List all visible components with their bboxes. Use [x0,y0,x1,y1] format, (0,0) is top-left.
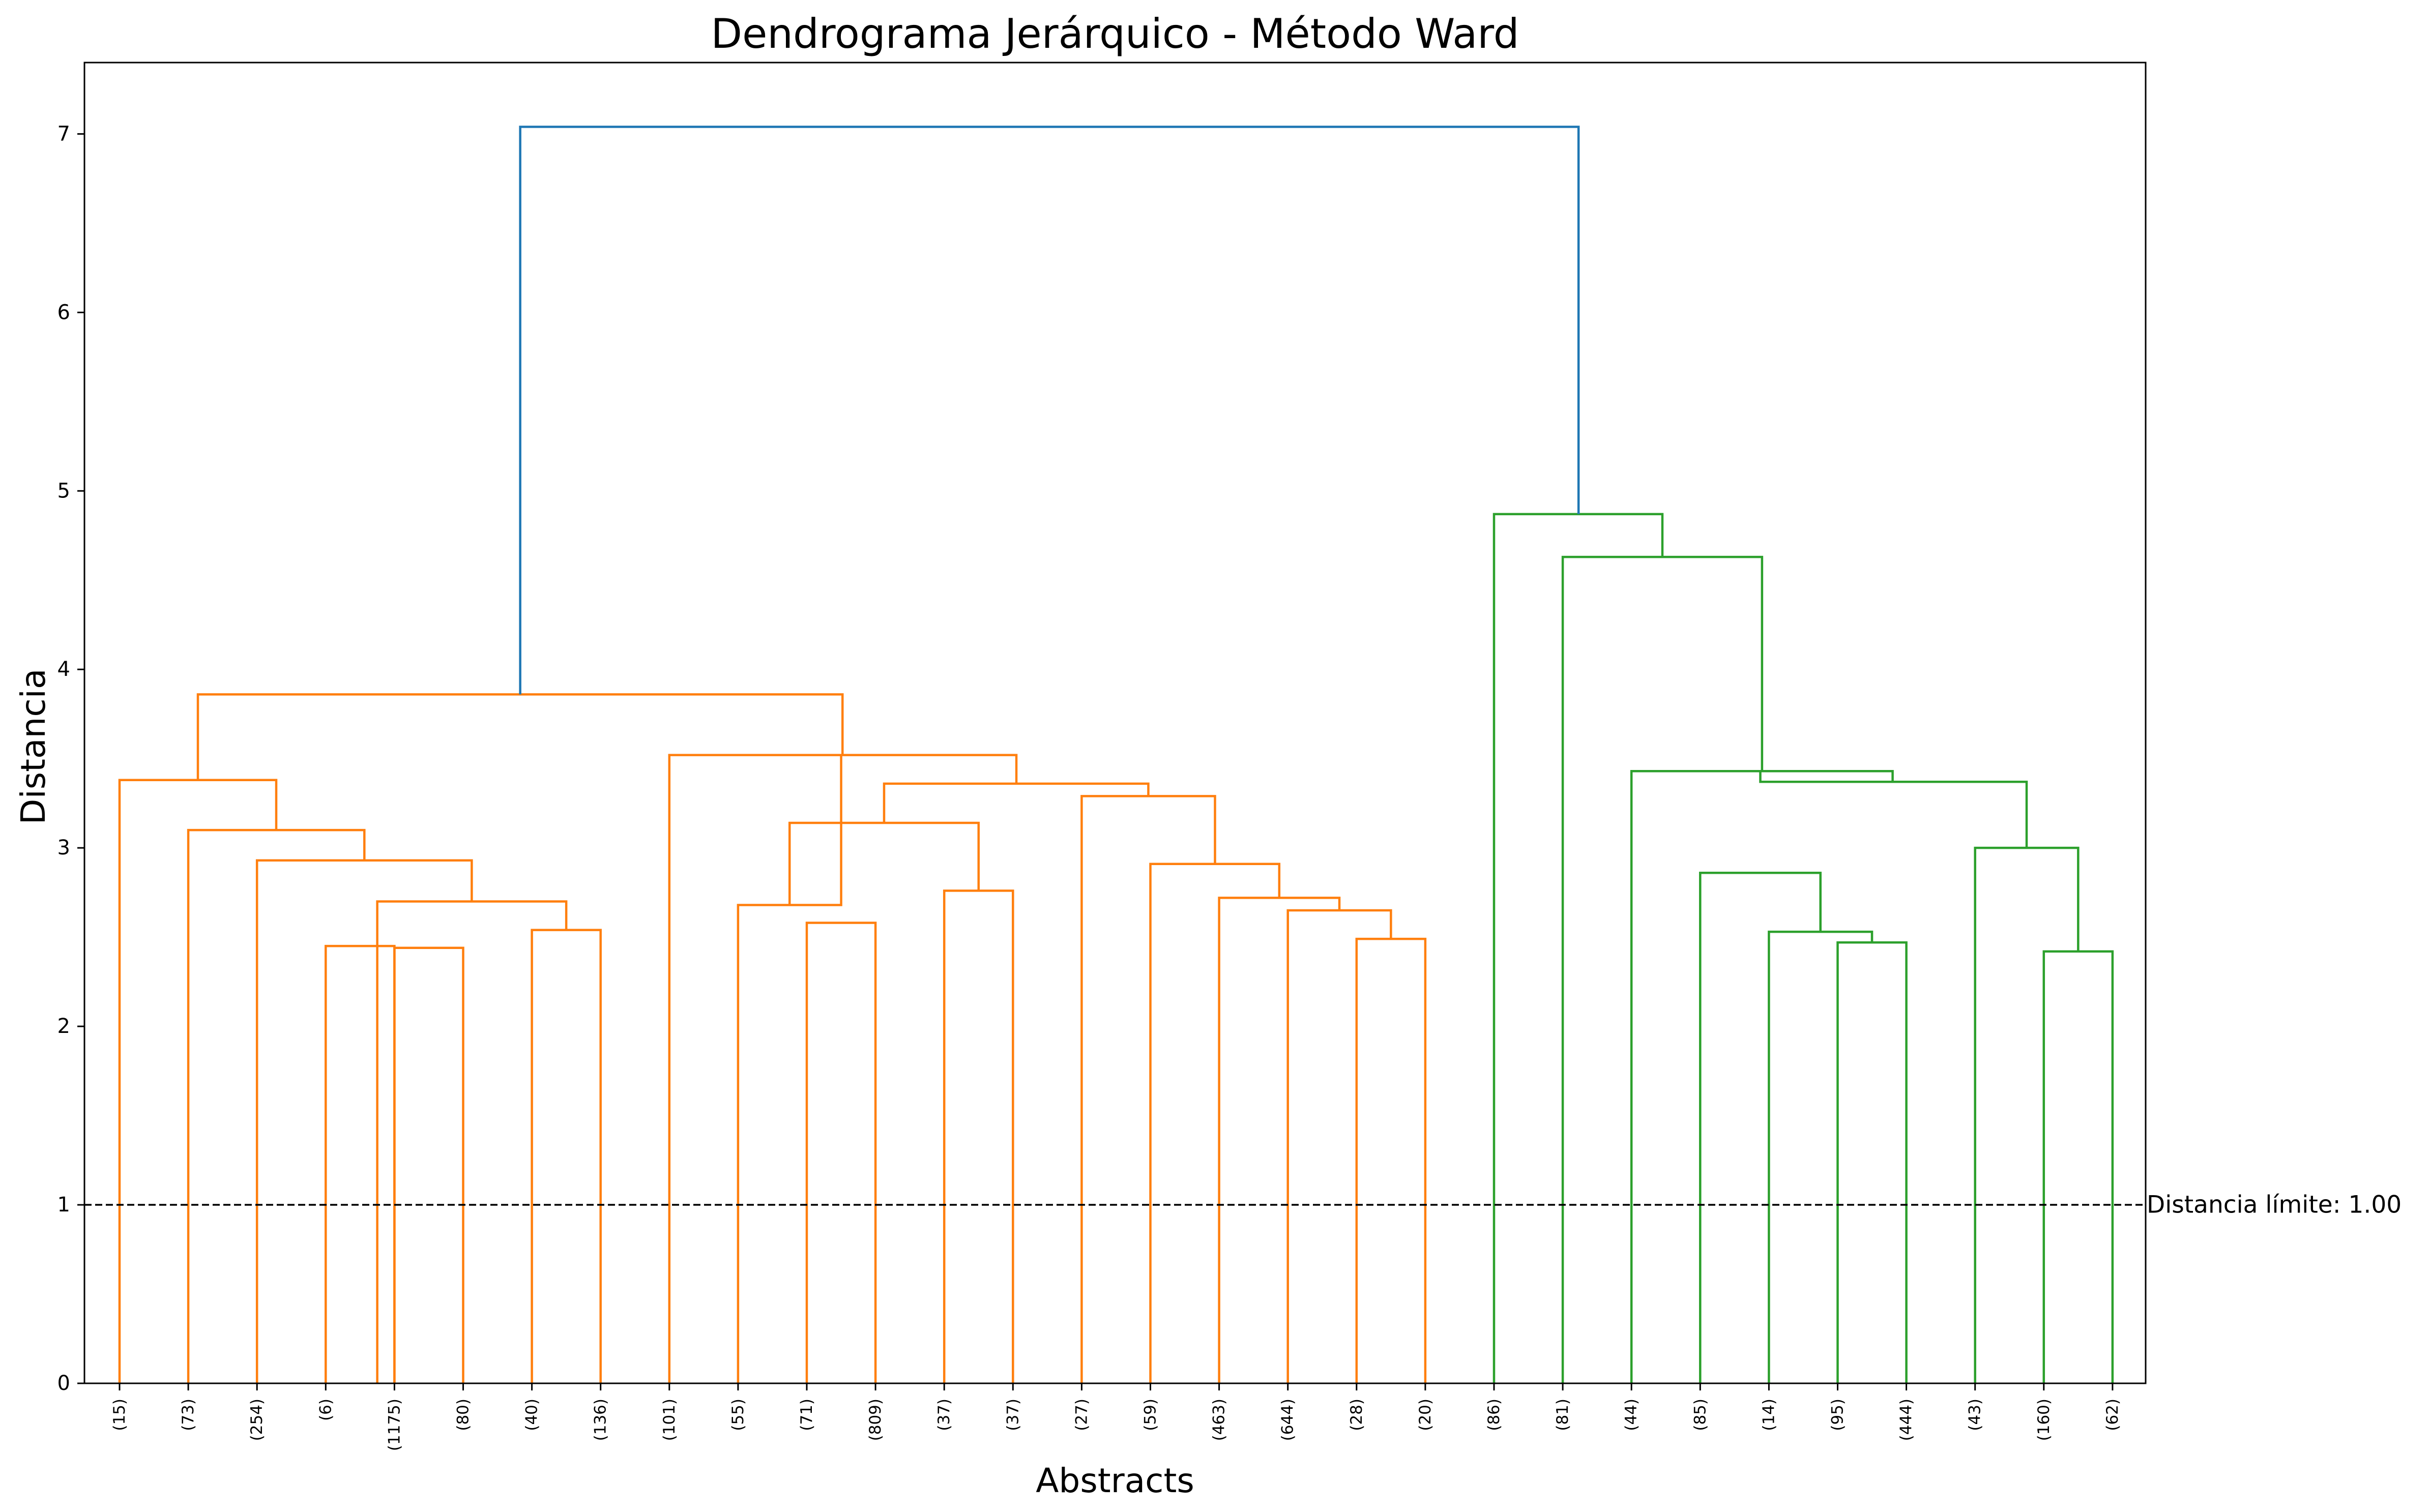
leaf-label: (62) [2103,1399,2122,1431]
leaf-label: (55) [729,1399,747,1431]
y-tick-label: 7 [57,122,70,145]
leaf-label: (1175) [385,1399,403,1451]
y-tick-label: 0 [57,1372,70,1395]
link-17 [668,754,1018,1383]
link-11 [1355,937,1427,1383]
leaf-label: (81) [1554,1399,1572,1431]
x-axis-leaf-labels: (15) (73) (254) (6) (1175) (80) (40) (136) (101)… [110,1383,2122,1451]
leaf-label: (160) [2035,1399,2053,1441]
leaf-label: (27) [1072,1399,1091,1431]
leaf-label: (86) [1485,1399,1503,1431]
leaf-label: (40) [523,1399,541,1431]
link-23 [1974,846,2080,1383]
leaf-label: (59) [1141,1399,1160,1431]
leaf-label: (43) [1966,1399,1984,1431]
link-1 [393,946,464,1383]
leaf-label: (444) [1897,1399,1916,1441]
leaf-label: (80) [454,1399,473,1431]
link-5 [187,828,366,1383]
link-27 [1492,513,1664,1383]
link-4 [255,859,473,1383]
link-10 [788,821,980,905]
link-12 [1286,909,1392,1383]
leaf-label: (20) [1416,1399,1434,1431]
link-18 [196,693,844,780]
link-20 [1768,930,1873,1383]
y-tick-label: 2 [57,1015,70,1038]
link-19 [1836,941,1908,1383]
chart-title: Dendrograma Jerárquico - Método Ward [711,10,1519,57]
leaf-label: (644) [1279,1399,1297,1441]
y-tick-label: 6 [57,301,70,324]
leaf-label: (44) [1622,1399,1641,1431]
link-21 [1699,872,1822,1383]
leaf-label: (85) [1691,1399,1709,1431]
leaf-label: (6) [316,1399,335,1421]
y-tick-label: 4 [57,658,70,681]
link-25 [1630,770,1894,1383]
link-13 [1218,897,1341,1383]
leaf-label: (254) [248,1399,266,1441]
link-24 [1759,771,2028,848]
leaf-label: (809) [866,1399,885,1441]
leaf-label: (28) [1348,1399,1366,1431]
link-7 [805,922,877,1383]
link-0 [325,944,396,1383]
threshold-label: Distancia límite: 1.00 [2147,1191,2402,1219]
y-tick-label: 5 [57,479,70,502]
link-14 [1149,863,1281,1383]
y-axis-ticks: 0 1 2 3 4 5 6 7 [57,122,84,1395]
leaf-label: (14) [1760,1399,1778,1431]
leaf-label: (95) [1829,1399,1847,1431]
leaf-label: (463) [1210,1399,1228,1441]
leaf-label: (101) [660,1399,679,1441]
y-tick-label: 3 [57,836,70,859]
link-6 [118,779,278,1383]
link-9 [943,890,1014,1383]
dendrogram-links [118,126,2114,1383]
y-axis-label: Distancia [14,669,53,825]
leaf-label: (37) [935,1399,953,1431]
link-28 [519,126,1580,695]
y-tick-label: 1 [57,1193,70,1217]
leaf-label: (15) [110,1399,129,1431]
link-3 [376,900,568,1383]
link-16 [883,782,1150,823]
link-2 [531,929,602,1383]
leaf-label: (73) [179,1399,197,1431]
plot-frame [83,62,2147,1384]
leaf-label: (136) [592,1399,610,1441]
leaf-label: (71) [798,1399,816,1431]
link-22 [2042,950,2114,1383]
link-15 [1080,795,1216,1383]
link-26 [1561,555,1764,1383]
leaf-label: (37) [1004,1399,1022,1431]
x-axis-label: Abstracts [1036,1461,1194,1500]
